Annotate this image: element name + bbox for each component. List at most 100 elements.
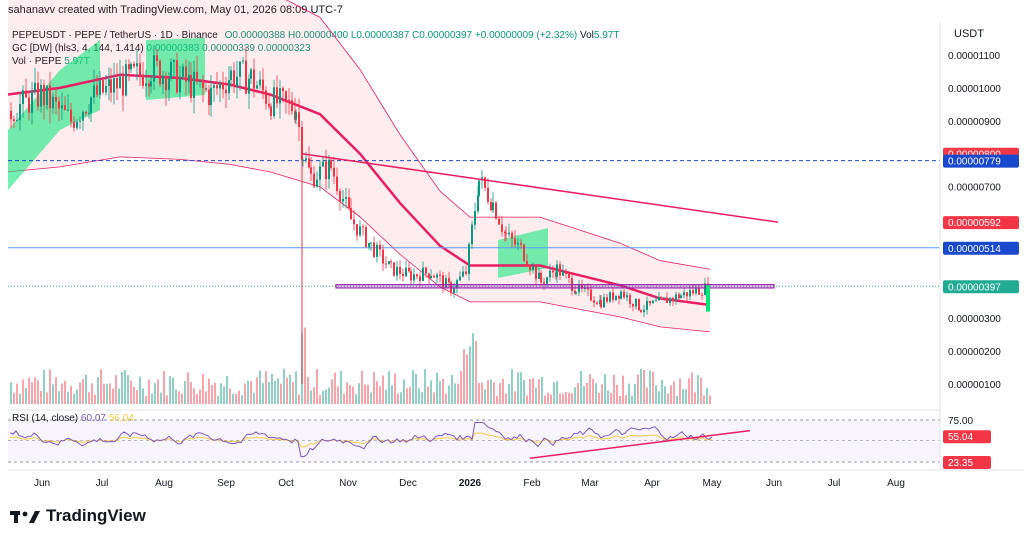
volume-bar <box>421 392 423 404</box>
volume-bar <box>649 370 651 404</box>
volume-bar <box>544 395 546 404</box>
candle-body <box>61 105 63 109</box>
candle-body <box>308 158 310 168</box>
volume-bar <box>667 393 669 404</box>
volume-bar <box>304 327 306 404</box>
volume-bar <box>556 381 558 404</box>
candle-body <box>590 289 592 301</box>
volume-bar <box>376 380 378 404</box>
volume-bar <box>322 390 324 404</box>
symbol-legend[interactable]: PEPEUSDT · PEPE / TetherUS · 1D · Binanc… <box>12 30 619 41</box>
volume-bar <box>85 374 87 404</box>
volume-bar <box>691 372 693 404</box>
volume-bar <box>511 369 513 404</box>
volume-bar <box>226 375 228 404</box>
candle-body <box>55 96 57 102</box>
time-tick-label: Dec <box>399 478 417 489</box>
candle-body <box>328 159 330 180</box>
volume-bar <box>175 389 177 404</box>
volume-bar <box>457 383 459 404</box>
volume-bar <box>673 381 675 404</box>
candle-body <box>399 266 401 274</box>
trend-overlays <box>301 152 779 312</box>
price-chart[interactable]: RSI (14, close) 60.07 56.04 0.000011000.… <box>0 0 1024 500</box>
volume-bar <box>178 391 180 404</box>
volume-bar <box>664 386 666 404</box>
volume-label[interactable]: Vol · PEPE <box>12 56 61 67</box>
candle-body <box>145 83 147 87</box>
price-tick-label: 0.00000300 <box>948 314 1001 325</box>
support-zone <box>335 284 775 289</box>
volume-bar <box>682 389 684 404</box>
candle-body <box>523 244 525 261</box>
candle-body <box>170 61 172 80</box>
volume-bar <box>259 370 261 404</box>
candle-body <box>505 233 507 235</box>
candle-body <box>615 295 617 301</box>
candle-body <box>302 160 304 162</box>
candle-body <box>559 264 561 276</box>
candle-body <box>350 208 352 220</box>
volume-bar <box>586 382 588 404</box>
gc-label[interactable]: GC [DW] (hls3, 4, 144, 1.414) <box>12 43 144 54</box>
volume-bar <box>415 373 417 404</box>
rsi-value-2: 56.04 <box>109 413 134 424</box>
candle-body <box>635 298 637 307</box>
volume-bar <box>577 383 579 404</box>
volume-bar <box>154 383 156 404</box>
volume-bar <box>535 387 537 404</box>
tradingview-footer[interactable]: TradingView <box>10 506 146 526</box>
volume-bar <box>442 378 444 404</box>
creator-line: sahanavv created with TradingView.com, M… <box>8 4 343 16</box>
volume-bar <box>484 389 486 404</box>
candle-body <box>666 297 668 304</box>
time-tick-label: Jun <box>34 478 50 489</box>
candle-body <box>185 66 187 82</box>
candle-body <box>288 99 290 101</box>
candle-body <box>225 89 227 94</box>
brand-name: TradingView <box>46 506 146 525</box>
volume-bar <box>166 395 168 404</box>
price-badge-label: 0.00000397 <box>948 282 1001 293</box>
volume-bar <box>283 368 285 404</box>
volume-bar <box>460 371 462 404</box>
volume-bar <box>106 383 108 404</box>
volume-bar <box>277 378 279 404</box>
time-tick-label: Aug <box>155 478 173 489</box>
candle-body <box>76 121 78 128</box>
candle-body <box>342 198 344 202</box>
volume-bar <box>391 385 393 404</box>
volume-bar <box>523 380 525 404</box>
volume-bar <box>454 383 456 404</box>
rsi-low-badge-label: 23.35 <box>948 458 973 469</box>
rsi-upper-label: 75.00 <box>948 416 973 427</box>
candle-body <box>520 243 522 245</box>
volume-bar <box>214 382 216 404</box>
volume-bar <box>607 390 609 404</box>
volume-bar <box>91 383 93 404</box>
candle-body <box>142 74 144 87</box>
volume-bar <box>79 382 81 404</box>
candle-body <box>279 88 281 104</box>
volume-bar <box>550 394 552 404</box>
currency-label: USDT <box>954 28 984 40</box>
candle-body <box>93 85 95 98</box>
candle-body <box>256 85 258 89</box>
candle-body <box>230 70 232 80</box>
symbol-name[interactable]: PEPEUSDT · PEPE / TetherUS · 1D · Binanc… <box>12 30 218 41</box>
volume-bar <box>598 393 600 404</box>
volume-bar <box>559 393 561 404</box>
candle-body <box>532 266 534 270</box>
volume-bar <box>487 380 489 404</box>
volume-bar <box>349 384 351 404</box>
last-candle-highlight <box>706 285 710 312</box>
candle-body <box>663 297 665 299</box>
volume-bar <box>451 374 453 404</box>
volume-bar <box>250 381 252 404</box>
gc-legend[interactable]: GC [DW] (hls3, 4, 144, 1.414) 0.00000383… <box>12 43 311 54</box>
volume-bar <box>142 388 144 404</box>
candle-body <box>85 111 87 114</box>
volume-bar <box>139 376 141 404</box>
volume-bar <box>58 391 60 404</box>
volume-bar <box>502 378 504 404</box>
